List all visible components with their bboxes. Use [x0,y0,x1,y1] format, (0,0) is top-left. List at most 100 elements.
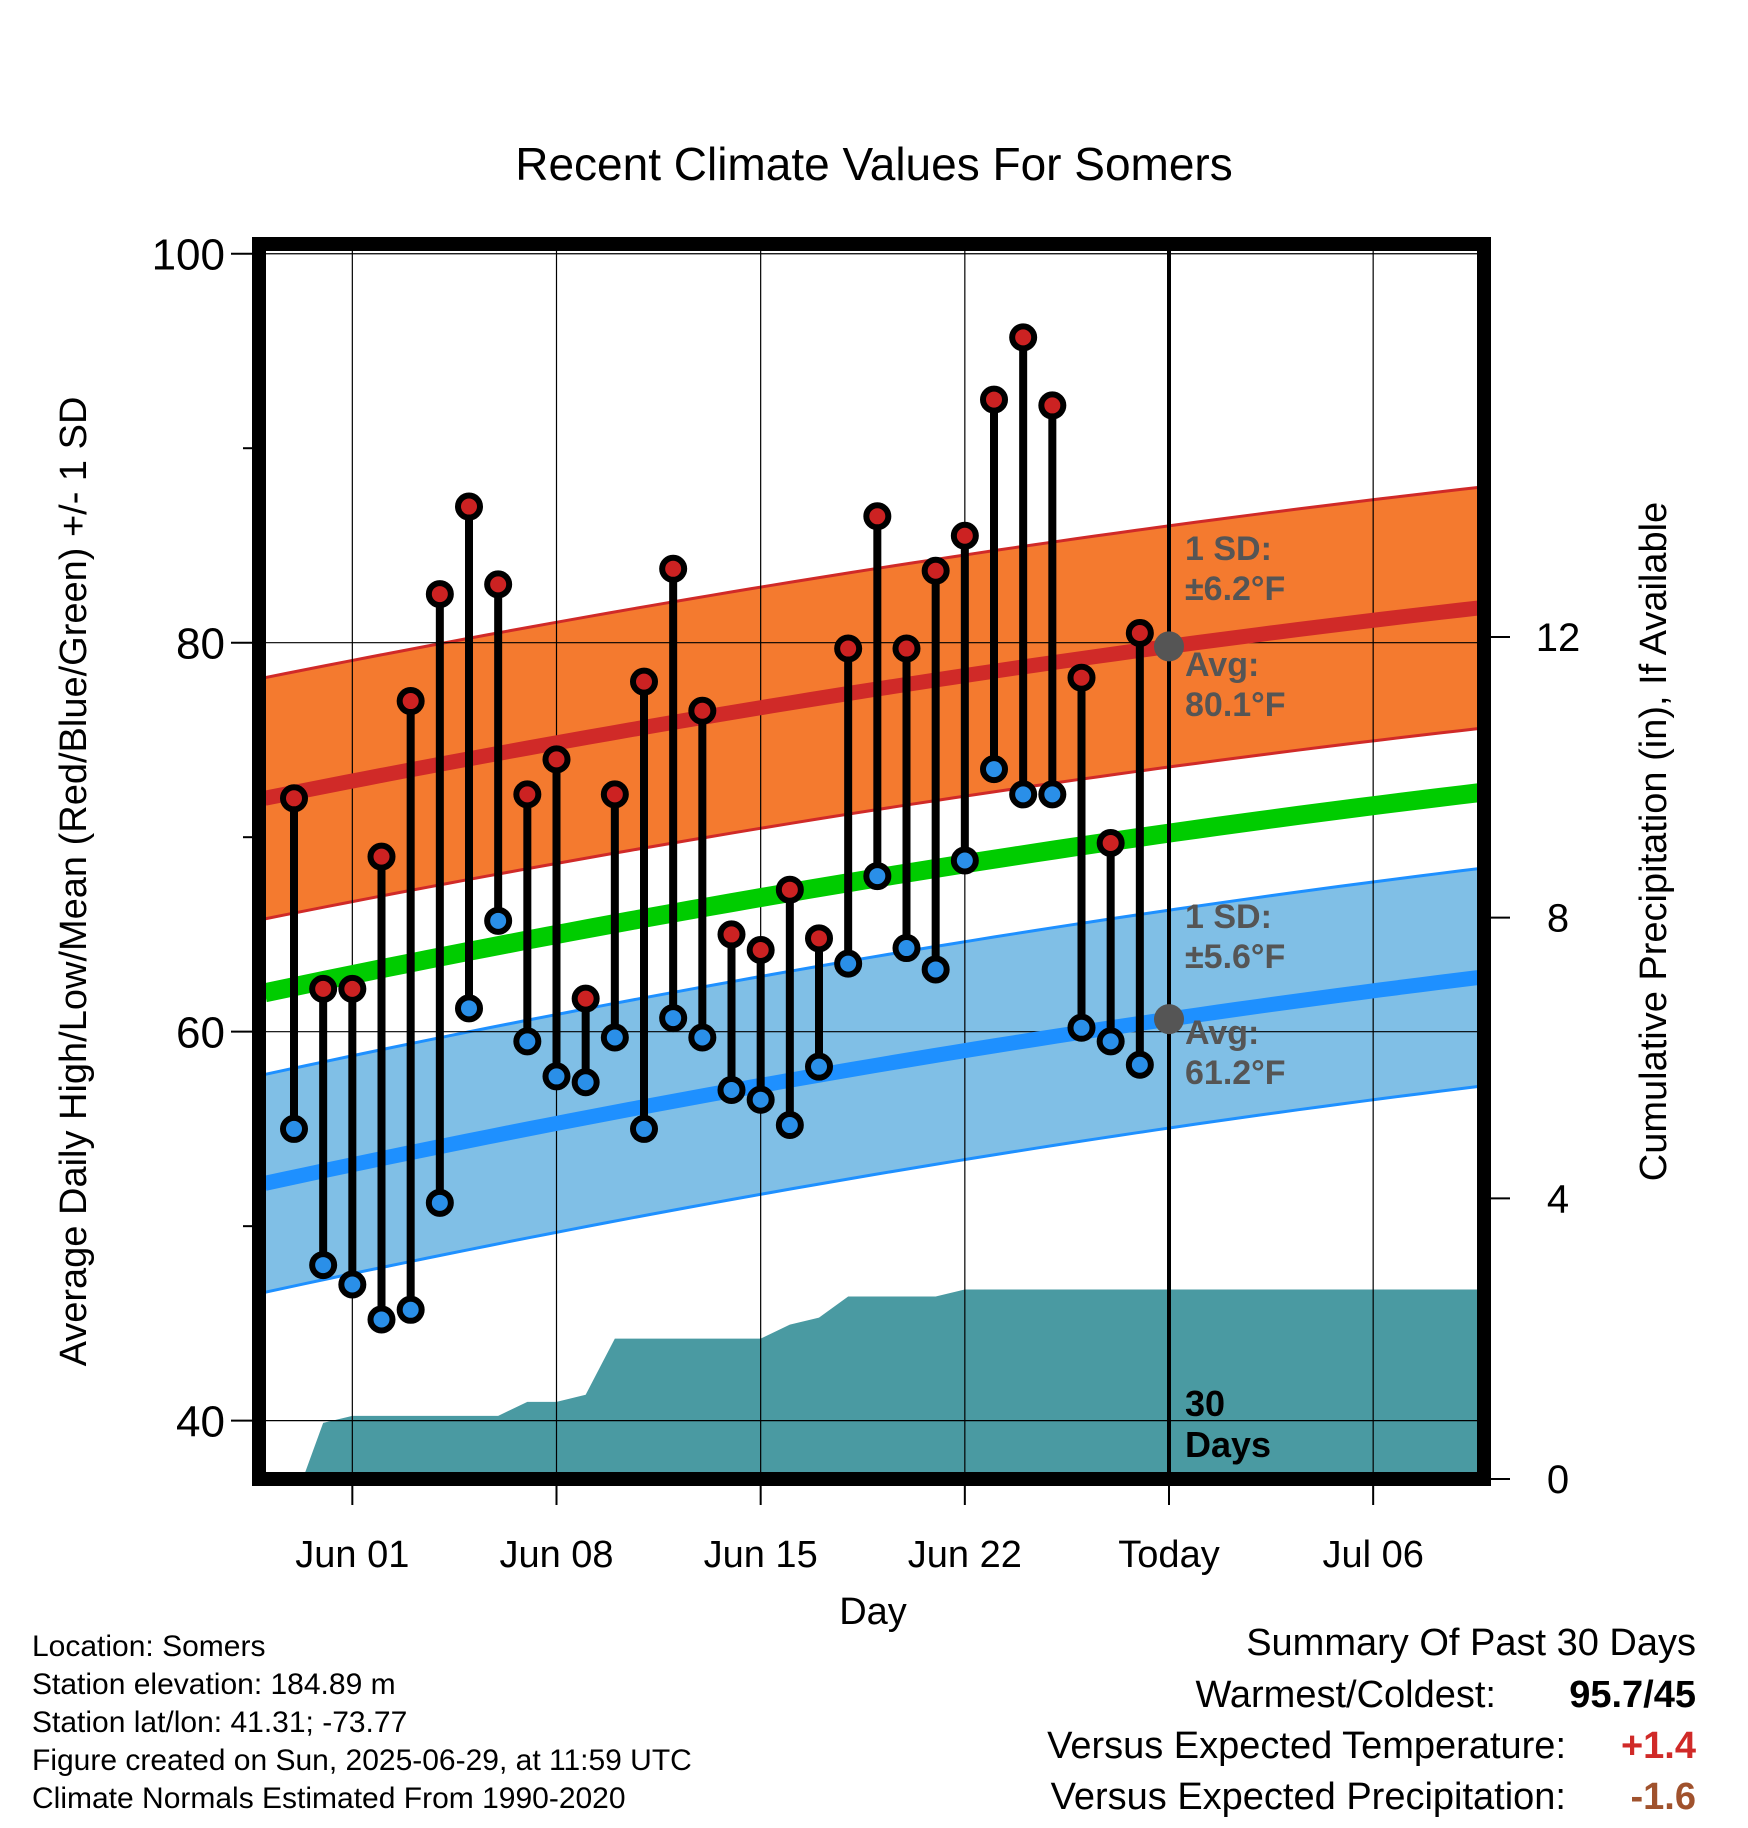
daily-low-point [746,1085,775,1114]
footer-location: Location: Somers [32,1630,266,1663]
daily-high-point [717,920,746,949]
footer-normals: Climate Normals Estimated From 1990-2020 [32,1782,626,1815]
daily-high-point [1067,663,1096,692]
daily-high-point [455,492,483,521]
daily-low-point [921,955,950,984]
daily-low-point [571,1068,600,1097]
daily-low-point [717,1076,746,1105]
y-tick-label: 40 [176,1398,225,1447]
daily-high-point [1009,323,1038,352]
y2-axis-label: Cumulative Precipitation (in), If Availa… [1633,502,1675,1181]
y2-tick-label: 4 [1547,1177,1569,1221]
today-avg-low-marker [1154,1004,1184,1035]
daily-low-point [950,846,979,875]
daily-low-point [1038,780,1067,809]
daily-high-point [921,556,950,585]
summary-heading: Summary Of Past 30 Days [1246,1622,1696,1664]
daily-high-point [834,634,863,663]
days-count-number: 30 [1185,1383,1225,1424]
daily-low-point [863,862,892,891]
x-axis-label: Day [839,1591,907,1633]
daily-high-point [892,634,921,663]
daily-high-point [484,570,513,599]
daily-low-point [1096,1027,1125,1056]
footer-info: Location: Somers Station elevation: 184.… [32,1628,692,1818]
high-sd-label: 1 SD: [1185,530,1272,568]
daily-high-point [425,580,454,609]
daily-low-point [775,1111,804,1140]
x-tick-label: Jun 22 [908,1534,1022,1576]
daily-high-point [280,784,308,813]
daily-high-point [396,687,425,716]
daily-low-point [630,1114,658,1143]
daily-low-point [484,906,513,935]
daily-low-point [280,1114,308,1143]
daily-low-point [1125,1050,1154,1079]
daily-low-point [688,1023,717,1052]
daily-high-point [367,842,396,871]
daily-high-point [542,745,571,774]
daily-high-point [980,385,1008,414]
precip-area [302,1289,1482,1479]
y-tick-label: 100 [152,231,225,280]
x-tick-label: Jun 15 [704,1534,818,1576]
daily-low-point [600,1023,629,1052]
summary-precip-value: -1.6 [1630,1776,1696,1818]
daily-high-point [309,974,338,1003]
plot-frame [252,237,1491,1486]
daily-low-point [1009,780,1038,809]
summary-temp-value: +1.4 [1620,1725,1696,1767]
daily-high-point [1125,618,1154,647]
daily-high-point [338,974,367,1003]
high-sd-value: ±6.2°F [1185,570,1285,608]
daily-low-point [1067,1013,1096,1042]
daily-high-point [513,780,542,809]
low-sd-label: 1 SD: [1185,898,1272,936]
daily-high-point [688,696,717,725]
daily-low-point [425,1188,454,1217]
footer-created: Figure created on Sun, 2025-06-29, at 11… [32,1744,692,1777]
summary-temp-label: Versus Expected Temperature: [1047,1725,1566,1767]
days-count-word: Days [1185,1424,1271,1465]
today-avg-high-marker [1154,631,1184,662]
low-avg-value: 61.2°F [1185,1054,1286,1092]
daily-low-point [309,1251,338,1280]
daily-high-point [630,667,658,696]
daily-low-point [338,1270,367,1299]
footer-elevation: Station elevation: 184.89 m [32,1668,396,1701]
summary-warm-cold-value: 95.7/45 [1569,1674,1696,1716]
x-tick-label: Jun 01 [295,1534,409,1576]
high-sd-band [264,487,1482,919]
daily-low-point [980,755,1008,784]
daily-low-point [396,1295,425,1324]
daily-low-point [542,1062,571,1091]
daily-high-point [600,780,629,809]
daily-high-point [950,521,979,550]
chart-title: Recent Climate Values For Somers [515,138,1233,190]
summary-precip-label: Versus Expected Precipitation: [1050,1776,1566,1818]
daily-low-point [513,1027,542,1056]
x-tick-label: Jul 06 [1322,1534,1423,1576]
daily-low-point [367,1305,396,1334]
y2-tick-label: 8 [1547,897,1569,941]
daily-high-point [805,924,833,953]
daily-high-point [1038,391,1067,420]
daily-high-point [659,554,688,583]
y-axis-label: Average Daily High/Low/Mean (Red/Blue/Gr… [53,397,95,1367]
high-avg-value: 80.1°F [1185,686,1286,724]
x-tick-label: Jun 08 [499,1534,613,1576]
low-sd-value: ±5.6°F [1185,938,1285,976]
daily-high-point [1096,829,1125,858]
daily-high-point [746,935,775,964]
x-tick-label: Today [1118,1534,1219,1576]
y2-tick-label: 12 [1536,616,1581,660]
daily-high-point [571,984,600,1013]
daily-low-point [455,994,483,1023]
summary-warm-cold-label: Warmest/Coldest: [1195,1674,1496,1716]
daily-low-point [805,1052,833,1081]
low-avg-label: Avg: [1185,1014,1259,1052]
daily-low-point [892,934,921,963]
